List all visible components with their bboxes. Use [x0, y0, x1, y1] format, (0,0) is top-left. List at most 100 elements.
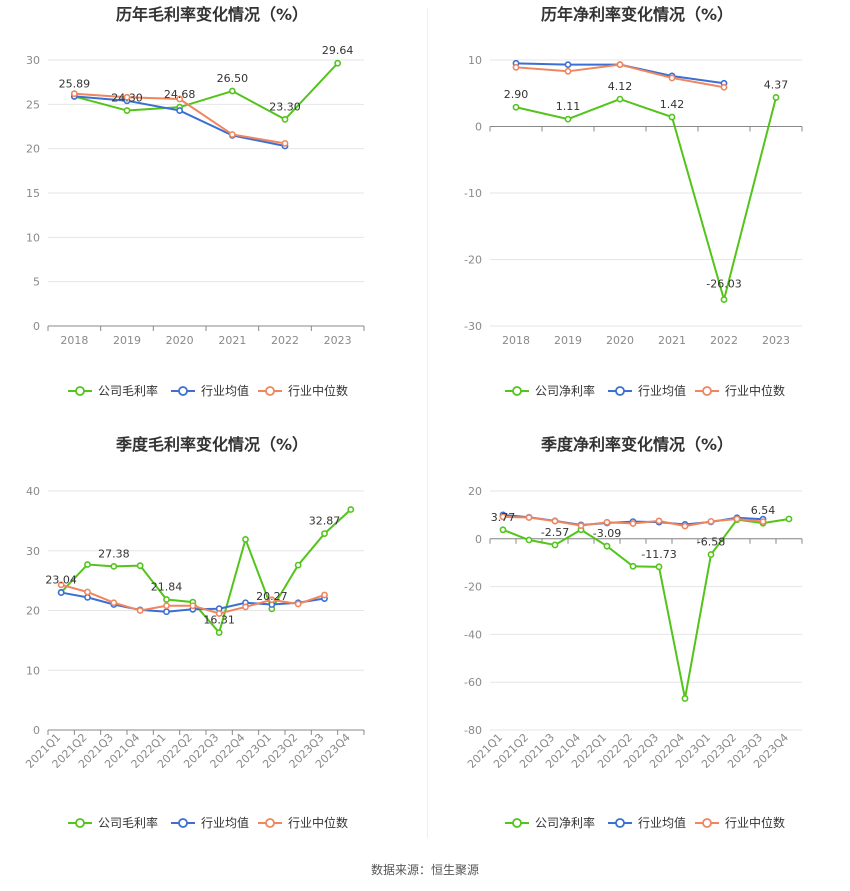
data-point [84, 561, 91, 568]
data-point [668, 113, 676, 121]
legend-label: 行业中位数 [288, 815, 348, 830]
series-line [515, 97, 777, 304]
data-point [564, 115, 572, 123]
data-point [163, 596, 170, 603]
data-point [347, 506, 355, 513]
x-tick-label: 2019 [113, 334, 141, 347]
data-label: 25.89 [59, 77, 91, 90]
y-tick-label: 40 [26, 485, 40, 498]
data-label: 1.11 [556, 100, 581, 113]
y-tick-label: -10 [464, 187, 482, 200]
data-point [655, 563, 663, 571]
y-tick-label: -80 [464, 724, 482, 737]
legend-label: 行业中位数 [288, 383, 348, 398]
data-point [84, 588, 91, 596]
data-point [720, 296, 728, 303]
data-point [189, 602, 197, 610]
data-point [681, 522, 689, 530]
data-label: 24.68 [164, 88, 196, 101]
legend-marker [615, 818, 625, 828]
data-point [163, 608, 170, 616]
data-point [499, 513, 507, 521]
data-point [57, 581, 65, 589]
data-point [110, 563, 118, 570]
legend-label: 行业均值 [201, 383, 249, 398]
panel-divider [427, 8, 428, 838]
legend-marker [615, 386, 625, 396]
x-tick-label: 2018 [502, 334, 530, 347]
data-point [136, 562, 144, 570]
data-point [321, 591, 328, 599]
data-label: 4.12 [608, 80, 633, 93]
data-source-label: 数据来源：恒生聚源 [370, 863, 479, 877]
data-label: -26.03 [706, 278, 741, 291]
data-point [294, 600, 302, 608]
series-line [60, 508, 352, 635]
legend-label: 行业中位数 [725, 383, 785, 398]
quarterly-net-margin-chart: 季度净利率变化情况（%） -80 -60 -40 -20 0 20 2021Q1 2021Q2 2… [425, 430, 850, 860]
data-point [281, 139, 289, 147]
x-tick-label: 2023 [324, 334, 352, 347]
data-label: 3.77 [491, 511, 516, 524]
legend-marker [75, 818, 85, 828]
series-line [74, 62, 339, 121]
data-point [603, 542, 611, 550]
data-point [681, 695, 689, 702]
data-point [268, 596, 276, 604]
data-point [616, 95, 624, 103]
data-point [551, 541, 559, 549]
legend-label: 行业中位数 [725, 815, 785, 830]
legend-marker [265, 386, 275, 396]
data-label: 27.38 [98, 547, 130, 560]
x-tick-label: 2022 [710, 334, 738, 347]
data-point [321, 530, 328, 538]
data-label: 21.84 [151, 581, 183, 594]
y-tick-label: -30 [464, 320, 482, 333]
data-point [334, 59, 342, 67]
legend-label: 公司净利率 [535, 815, 595, 830]
data-point [629, 562, 637, 570]
y-tick-label: 10 [26, 231, 40, 244]
data-point [603, 518, 611, 526]
data-label: 1.42 [660, 98, 685, 111]
annual-net-margin-chart: 历年净利率变化情况（%） -30 -20 -10 0 10 2018 2019 2020 2021… [425, 0, 850, 430]
quarterly-gross-margin-chart: 季度毛利率变化情况（%） 0 10 20 30 40 2021Q1 2021Q2 2021Q3 2… [0, 430, 425, 860]
annual-gross-margin-chart: 历年毛利率变化情况（%） 0 5 10 15 20 25 30 2018 2019 2020 2021… [0, 0, 425, 430]
x-tick-label: 2018 [60, 334, 88, 347]
y-tick-label: 20 [468, 485, 482, 498]
y-tick-label: 10 [468, 54, 482, 67]
legend-label: 公司净利率 [535, 383, 595, 398]
chart-title: 季度净利率变化情况（%） [540, 435, 733, 454]
data-point [655, 517, 663, 525]
data-point [564, 61, 572, 69]
data-point [57, 589, 65, 596]
annual-gross-margin-svg: 历年毛利率变化情况（%） 0 5 10 15 20 25 30 2018 2019 2020 2021… [26, 5, 365, 398]
legend-marker [512, 386, 522, 396]
data-label: 29.64 [322, 44, 354, 57]
x-tick-label: 2021 [218, 334, 246, 347]
data-point [176, 107, 184, 114]
data-label: 26.50 [217, 72, 249, 85]
data-point [228, 131, 236, 138]
data-point [785, 515, 793, 523]
data-point [281, 116, 289, 123]
y-tick-label: 15 [26, 187, 40, 200]
data-point [163, 602, 170, 610]
legend-label: 行业均值 [638, 815, 686, 830]
data-label: -6.58 [697, 536, 725, 549]
annual-net-margin-svg: 历年净利率变化情况（%） -30 -20 -10 0 10 2018 2019 2020 2021… [464, 5, 803, 398]
data-label: 6.54 [751, 504, 776, 517]
data-point [616, 61, 624, 69]
quarterly-net-margin-svg: 季度净利率变化情况（%）-80-60-40-200202021Q12021Q22… [464, 435, 803, 830]
data-label: -3.09 [593, 527, 621, 540]
data-label: 16.31 [203, 614, 235, 627]
y-tick-label: 30 [26, 54, 40, 67]
y-tick-label: 5 [33, 276, 40, 289]
data-label: -2.57 [541, 526, 569, 539]
data-point [499, 526, 507, 534]
y-tick-label: 0 [33, 320, 40, 333]
legend-marker [512, 818, 522, 828]
y-tick-label: 0 [475, 121, 482, 134]
data-point [772, 94, 780, 101]
y-tick-label: 0 [475, 533, 482, 546]
